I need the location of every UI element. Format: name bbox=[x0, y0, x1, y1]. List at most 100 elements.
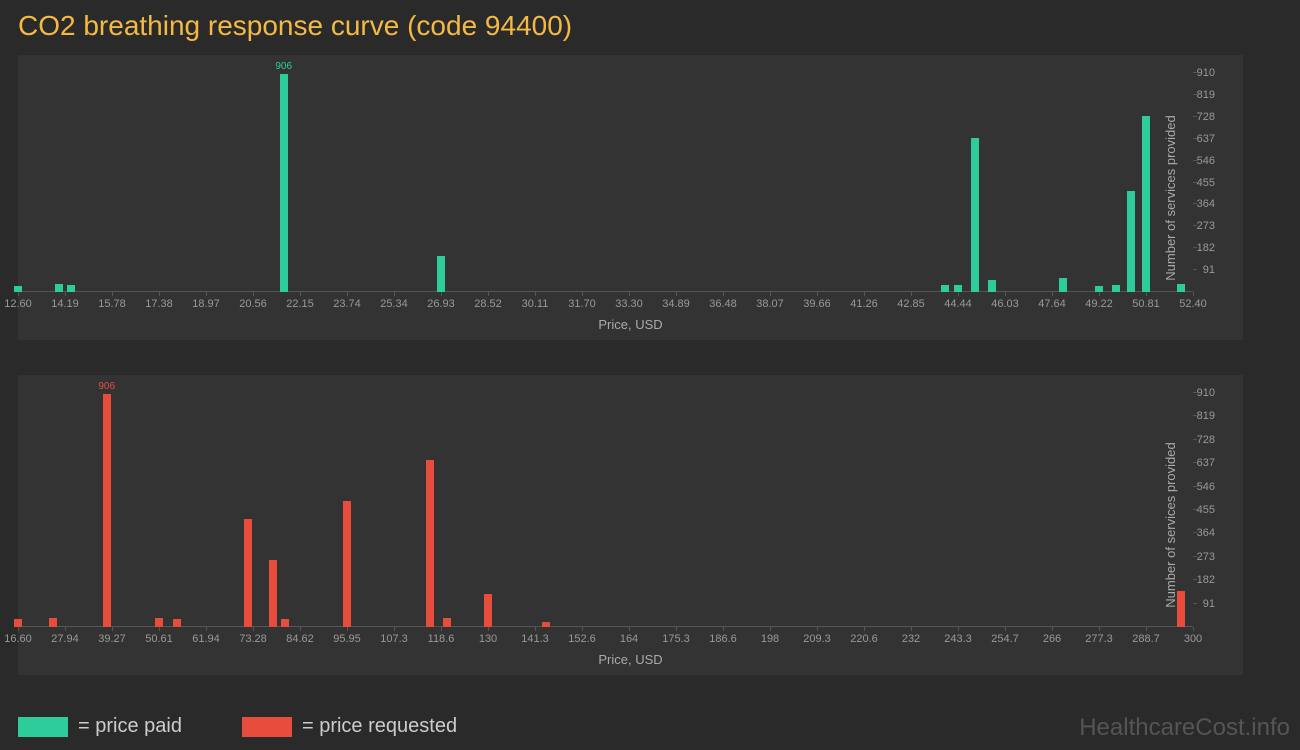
bar bbox=[1059, 278, 1067, 292]
x-tick-label: 46.03 bbox=[991, 298, 1019, 310]
y-tick-label: 910 bbox=[1197, 67, 1215, 79]
x-tick-label: 25.34 bbox=[380, 298, 408, 310]
y-tick-label: 910 bbox=[1197, 387, 1215, 399]
plot-area-bottom: 906 bbox=[18, 393, 1193, 627]
x-tick-label: 14.19 bbox=[51, 298, 79, 310]
bar-value-label: 906 bbox=[98, 381, 115, 392]
bar bbox=[155, 618, 163, 627]
x-tick-label: 266 bbox=[1043, 633, 1061, 645]
bar bbox=[1177, 284, 1185, 292]
legend: = price paid = price requested bbox=[18, 715, 457, 738]
legend-swatch-paid bbox=[18, 717, 68, 737]
y-tick-label: 91 bbox=[1203, 598, 1215, 610]
y-tick-label: 728 bbox=[1197, 111, 1215, 123]
y-tick-label: 364 bbox=[1197, 527, 1215, 539]
y-tick-label: 364 bbox=[1197, 198, 1215, 210]
x-tick-label: 22.15 bbox=[286, 298, 314, 310]
x-tick-label: 277.3 bbox=[1085, 633, 1113, 645]
x-tick-label: 232 bbox=[902, 633, 920, 645]
x-tick-label: 84.62 bbox=[286, 633, 314, 645]
x-tick-label: 28.52 bbox=[474, 298, 502, 310]
bar bbox=[103, 394, 111, 627]
x-tick-label: 300 bbox=[1184, 633, 1202, 645]
x-tick-label: 33.30 bbox=[615, 298, 643, 310]
x-tick-label: 31.70 bbox=[568, 298, 596, 310]
x-axis-label: Price, USD bbox=[598, 317, 662, 332]
legend-swatch-requested bbox=[242, 717, 292, 737]
bar bbox=[437, 256, 445, 292]
bar-value-label: 906 bbox=[275, 61, 292, 72]
x-tick-label: 15.78 bbox=[98, 298, 126, 310]
x-tick-label: 73.28 bbox=[239, 633, 267, 645]
y-tick-label: 273 bbox=[1197, 551, 1215, 563]
chart-price-requested: 906 16.6027.9439.2750.6161.9473.2884.629… bbox=[18, 375, 1243, 675]
bar bbox=[1112, 285, 1120, 292]
x-tick-label: 164 bbox=[620, 633, 638, 645]
x-tick-label: 26.93 bbox=[427, 298, 455, 310]
x-tick-label: 288.7 bbox=[1132, 633, 1160, 645]
x-tick-label: 17.38 bbox=[145, 298, 173, 310]
x-tick-label: 130 bbox=[479, 633, 497, 645]
bar bbox=[280, 74, 288, 292]
y-tick-label: 637 bbox=[1197, 457, 1215, 469]
x-tick-label: 23.74 bbox=[333, 298, 361, 310]
y-tick-label: 182 bbox=[1197, 574, 1215, 586]
x-tick-label: 175.3 bbox=[662, 633, 690, 645]
x-tick-label: 107.3 bbox=[380, 633, 408, 645]
x-tick-label: 12.60 bbox=[4, 298, 32, 310]
x-tick-label: 52.40 bbox=[1179, 298, 1207, 310]
y-axis-label: Number of services provided bbox=[1163, 442, 1178, 607]
x-tick-label: 61.94 bbox=[192, 633, 220, 645]
chart-title: CO2 breathing response curve (code 94400… bbox=[0, 0, 1300, 42]
bar bbox=[281, 619, 289, 627]
x-tick-label: 16.60 bbox=[4, 633, 32, 645]
bar bbox=[443, 618, 451, 627]
x-tick-label: 41.26 bbox=[850, 298, 878, 310]
bar bbox=[954, 285, 962, 292]
chart-price-paid: 906 12.6014.1915.7817.3818.9720.5622.152… bbox=[18, 55, 1243, 340]
y-tick-label: 546 bbox=[1197, 481, 1215, 493]
x-tick-label: 39.66 bbox=[803, 298, 831, 310]
x-tick-label: 209.3 bbox=[803, 633, 831, 645]
x-tick-label: 38.07 bbox=[756, 298, 784, 310]
x-tick-label: 42.85 bbox=[897, 298, 925, 310]
bar bbox=[1127, 191, 1135, 292]
x-tick-label: 50.61 bbox=[145, 633, 173, 645]
bar bbox=[55, 284, 63, 292]
bar bbox=[173, 619, 181, 627]
x-tick-label: 152.6 bbox=[568, 633, 596, 645]
bar bbox=[343, 501, 351, 627]
watermark: HealthcareCost.info bbox=[1079, 714, 1290, 742]
bar bbox=[484, 594, 492, 627]
x-tick-label: 36.48 bbox=[709, 298, 737, 310]
x-tick-label: 198 bbox=[761, 633, 779, 645]
plot-area-top: 906 bbox=[18, 73, 1193, 292]
bar bbox=[1142, 116, 1150, 292]
x-tick-label: 220.6 bbox=[850, 633, 878, 645]
x-tick-label: 44.44 bbox=[944, 298, 972, 310]
bar bbox=[542, 622, 550, 627]
x-tick-label: 30.11 bbox=[522, 298, 549, 310]
x-tick-label: 50.81 bbox=[1132, 298, 1160, 310]
x-tick-label: 254.7 bbox=[991, 633, 1019, 645]
y-tick-label: 819 bbox=[1197, 89, 1215, 101]
x-tick-label: 243.3 bbox=[944, 633, 972, 645]
x-tick-label: 34.89 bbox=[662, 298, 690, 310]
y-tick-label: 728 bbox=[1197, 434, 1215, 446]
bar bbox=[269, 560, 277, 627]
x-tick-label: 186.6 bbox=[709, 633, 737, 645]
x-tick-label: 20.56 bbox=[239, 298, 267, 310]
y-tick-label: 546 bbox=[1197, 155, 1215, 167]
x-axis-label: Price, USD bbox=[598, 652, 662, 667]
y-tick-label: 455 bbox=[1197, 504, 1215, 516]
legend-item-requested: = price requested bbox=[242, 715, 457, 738]
bar bbox=[14, 619, 22, 627]
x-tick-label: 27.94 bbox=[51, 633, 79, 645]
x-tick-label: 49.22 bbox=[1085, 298, 1113, 310]
bar bbox=[988, 280, 996, 292]
bar bbox=[67, 285, 75, 292]
y-tick-label: 91 bbox=[1203, 264, 1215, 276]
bar bbox=[244, 519, 252, 627]
x-tick-label: 95.95 bbox=[333, 633, 361, 645]
legend-label-requested: = price requested bbox=[302, 715, 457, 738]
